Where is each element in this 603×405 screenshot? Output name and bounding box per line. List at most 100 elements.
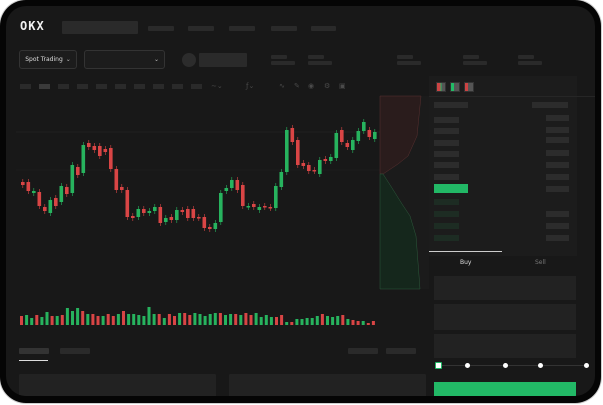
candle[interactable] [87,143,91,147]
timeframe-button[interactable] [191,84,202,89]
candle[interactable] [279,172,284,187]
book-asks-icon[interactable] [464,82,474,92]
buy-button[interactable] [434,382,576,396]
timeframe-button[interactable] [77,84,88,89]
ask-row[interactable] [434,128,459,134]
candle[interactable] [70,165,75,193]
candle[interactable] [356,131,361,141]
nav-item[interactable] [311,26,336,31]
candle[interactable] [142,209,146,213]
candle[interactable] [48,200,53,213]
pair-dropdown[interactable]: ⌄ [84,50,165,69]
candle[interactable] [76,167,80,175]
candle[interactable] [197,217,201,219]
nav-item[interactable] [229,26,255,31]
slider-mark-25[interactable] [465,363,470,368]
candle[interactable] [208,227,212,229]
timeframe-button[interactable] [153,84,164,89]
search-placeholder[interactable] [62,21,138,34]
ask-row[interactable] [434,117,459,123]
candle[interactable] [285,130,289,172]
timeframe-button[interactable] [20,84,31,89]
okx-logo[interactable]: OKX [20,19,45,33]
candle[interactable] [367,130,372,137]
candle[interactable] [241,185,245,206]
total-input[interactable] [434,334,576,358]
slider-mark-100[interactable] [584,363,589,368]
candle[interactable] [37,192,42,206]
tab-orders[interactable] [19,348,49,354]
timeframe-button[interactable] [115,84,126,89]
candle[interactable] [43,207,47,211]
candle[interactable] [54,198,58,206]
candle[interactable] [131,216,135,218]
candle[interactable] [136,209,141,217]
nav-item[interactable] [188,26,214,31]
interval-icon[interactable]: ∼⌄ [211,82,223,90]
candle[interactable] [103,149,108,152]
candle[interactable] [26,182,31,191]
candle[interactable] [98,146,102,156]
candle[interactable] [323,159,328,161]
settings-icon[interactable]: ⚙ [324,82,331,90]
bid-row[interactable] [434,235,459,241]
amount-slider-handle[interactable] [435,362,442,369]
candle[interactable] [340,130,344,142]
candle[interactable] [169,217,174,220]
candle[interactable] [252,204,256,207]
candle[interactable] [268,207,273,209]
amount-slider-track[interactable] [438,365,588,366]
book-bids-icon[interactable] [450,82,460,92]
candle[interactable] [334,133,339,158]
candle[interactable] [362,122,366,131]
candle[interactable] [21,182,25,185]
nav-item[interactable] [148,26,174,31]
timeframe-button[interactable] [58,84,69,89]
amount-input[interactable] [434,304,576,330]
candle[interactable] [301,163,306,166]
candle[interactable] [345,143,350,147]
candle[interactable] [213,223,218,229]
candle[interactable] [246,206,251,208]
filter-button[interactable] [386,348,416,354]
candle[interactable] [235,180,240,190]
candle[interactable] [164,218,168,222]
nav-item[interactable] [271,26,297,31]
draw-icon[interactable]: ✎ [294,82,300,90]
bid-row[interactable] [434,199,459,205]
timeframe-button[interactable] [134,84,145,89]
candle[interactable] [274,186,278,208]
tab-sell[interactable]: Sell [535,259,546,266]
candle[interactable] [351,140,355,150]
ask-row[interactable] [434,174,459,180]
timeframe-button[interactable] [96,84,107,89]
candle[interactable] [59,186,64,202]
indicator-icon[interactable]: ƒ⌄ [246,82,255,90]
tab-history[interactable] [60,348,90,354]
bid-row[interactable] [434,211,459,217]
candle[interactable] [290,128,295,142]
candle[interactable] [191,209,196,218]
candle[interactable] [329,157,333,161]
candle[interactable] [65,187,69,194]
book-both-icon[interactable] [436,82,446,92]
candle[interactable] [224,188,229,191]
candle[interactable] [257,207,262,210]
candle[interactable] [219,193,223,222]
candle[interactable] [125,190,130,217]
candle[interactable] [120,187,124,190]
candlestick-chart[interactable] [6,6,436,336]
candle[interactable] [263,206,267,208]
timeframe-button[interactable] [39,84,50,89]
tab-buy[interactable]: Buy [460,259,472,266]
slider-mark-50[interactable] [503,363,508,368]
candle[interactable] [373,132,377,139]
candle[interactable] [312,170,317,172]
timeframe-button[interactable] [172,84,183,89]
fullscreen-icon[interactable]: ▣ [339,82,346,90]
bid-row[interactable] [434,223,459,229]
candle[interactable] [81,145,86,173]
candle[interactable] [296,140,300,165]
candle[interactable] [114,169,119,190]
candle[interactable] [307,165,311,171]
